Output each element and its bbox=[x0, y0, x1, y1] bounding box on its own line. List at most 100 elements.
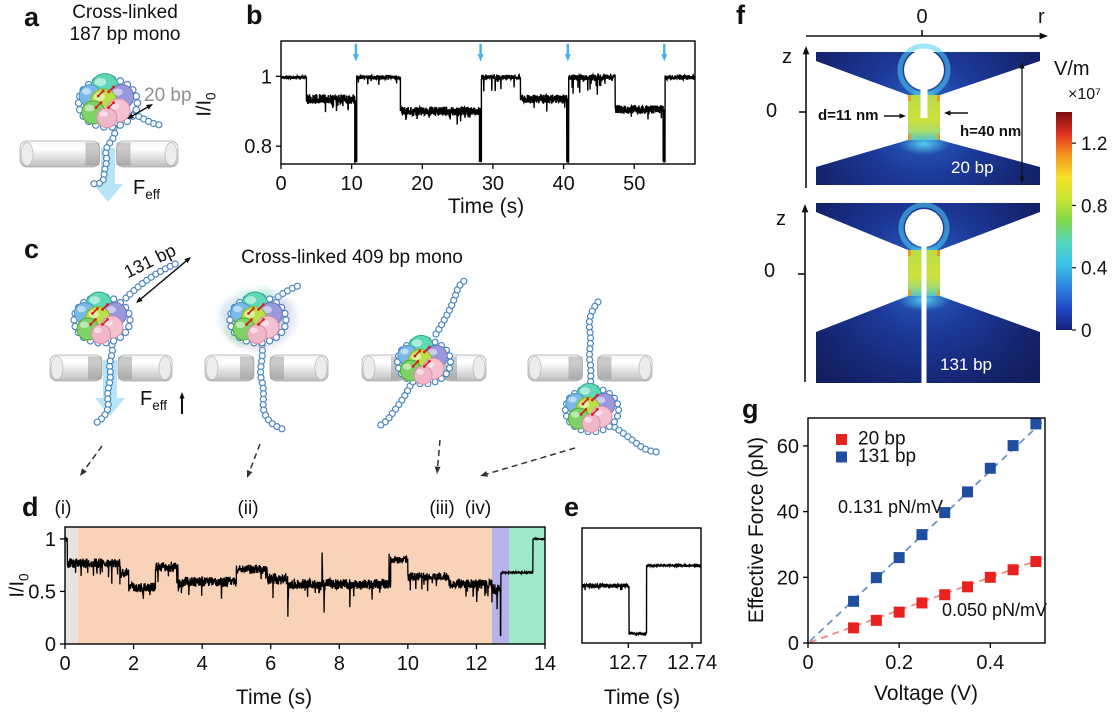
panel-g-slope-annotation-131bp: 0.131 pN/mV bbox=[838, 497, 944, 517]
panel-g-ylabel: Effective Force (pN) bbox=[745, 436, 768, 624]
colorbar-title: V/m bbox=[1054, 58, 1090, 80]
panel-a-title-line2: 187 bp mono bbox=[69, 24, 181, 45]
ylabel-subscript: 0 bbox=[16, 573, 32, 581]
nucleosome bbox=[218, 288, 298, 352]
force-symbol: F bbox=[133, 177, 146, 199]
svg-text:0: 0 bbox=[1081, 321, 1092, 342]
svg-text:0: 0 bbox=[275, 173, 286, 195]
panel-d-ylabel: I/I0 bbox=[7, 556, 32, 616]
svg-text:8: 8 bbox=[334, 653, 345, 675]
panel-f-colorbar: 0 0.4 0.8 1.2 bbox=[1056, 112, 1108, 342]
panel-a-bp-label: 20 bp bbox=[144, 85, 192, 106]
panel-b-label: b bbox=[246, 0, 263, 30]
svg-text:20: 20 bbox=[411, 173, 433, 195]
svg-text:1.2: 1.2 bbox=[1081, 134, 1107, 155]
panel-d-region-label-i: (i) bbox=[54, 498, 72, 519]
svg-text:0: 0 bbox=[802, 652, 813, 674]
svg-text:6: 6 bbox=[265, 653, 276, 675]
panel-f-sim-bottom-label: 131 bp bbox=[940, 355, 992, 374]
svg-text:4: 4 bbox=[197, 653, 208, 675]
svg-text:12.7: 12.7 bbox=[609, 652, 648, 674]
svg-text:131 bp: 131 bp bbox=[858, 446, 916, 467]
panel-f-r-axis-label: r bbox=[1038, 6, 1045, 28]
svg-text:12.74: 12.74 bbox=[667, 652, 717, 674]
panel-f-z-zero-top: 0 bbox=[766, 100, 778, 122]
panel-a-illustration bbox=[19, 73, 179, 202]
ylabel-subscript: 0 bbox=[203, 92, 219, 100]
panel-f-z-zero-bottom: 0 bbox=[764, 260, 776, 282]
nucleosome bbox=[561, 382, 623, 436]
panel-g-slope-annotation-20bp: 0.050 pN/mV bbox=[942, 600, 1048, 620]
panel-f-z-axis-label-bottom: z bbox=[776, 208, 786, 230]
panel-a-title-line1: Cross-linked bbox=[72, 2, 178, 23]
membrane bbox=[19, 140, 179, 168]
panel-e-label: e bbox=[564, 492, 580, 522]
svg-text:40: 40 bbox=[777, 502, 799, 524]
panel-g-xlabel: Voltage (V) bbox=[874, 682, 978, 705]
svg-text:0: 0 bbox=[788, 633, 799, 655]
svg-text:20: 20 bbox=[777, 567, 799, 589]
svg-text:0.4: 0.4 bbox=[976, 652, 1004, 674]
panel-d-xlabel: Time (s) bbox=[235, 686, 313, 709]
panel-d-chart: 0 2 4 6 8 10 12 14 0 0.5 1 bbox=[28, 526, 556, 675]
svg-text:0.8: 0.8 bbox=[1081, 196, 1107, 217]
force-subscript: eff bbox=[152, 398, 168, 413]
panel-b-xlabel: Time (s) bbox=[447, 195, 525, 218]
svg-text:0.2: 0.2 bbox=[885, 652, 913, 674]
svg-text:60: 60 bbox=[777, 436, 799, 458]
panel-e-chart: 12.7 12.74 bbox=[581, 527, 717, 674]
svg-text:0.5: 0.5 bbox=[28, 581, 56, 603]
panel-c-title: Cross-linked 409 bp mono bbox=[241, 247, 463, 268]
panel-c-illustration bbox=[49, 257, 660, 478]
svg-text:0.8: 0.8 bbox=[244, 136, 272, 158]
panel-e-xlabel: Time (s) bbox=[603, 686, 681, 709]
panel-f-pore-diameter-label: d=11 nm bbox=[818, 107, 879, 124]
panel-f-pore-height-label: h=40 nm bbox=[960, 123, 1022, 140]
svg-text:2: 2 bbox=[128, 653, 139, 675]
panel-f-sim-bottom bbox=[816, 202, 1040, 383]
nucleosome bbox=[393, 334, 455, 388]
svg-text:40: 40 bbox=[552, 173, 574, 195]
panel-d-region-label-iii: (iii) bbox=[429, 498, 455, 519]
membrane bbox=[527, 354, 653, 382]
svg-text:1: 1 bbox=[261, 66, 272, 88]
svg-text:12: 12 bbox=[465, 653, 487, 675]
panel-a-label: a bbox=[24, 2, 40, 32]
membrane bbox=[204, 354, 329, 382]
svg-text:0.4: 0.4 bbox=[1081, 259, 1108, 280]
svg-text:14: 14 bbox=[534, 653, 556, 675]
panel-d-label: d bbox=[22, 492, 39, 522]
panel-f-axes bbox=[798, 30, 1048, 382]
panel-f-label: f bbox=[736, 0, 745, 30]
force-symbol: F bbox=[140, 388, 153, 410]
panel-f-r-zero: 0 bbox=[916, 6, 928, 28]
nucleosome bbox=[74, 73, 142, 131]
svg-text:30: 30 bbox=[482, 173, 504, 195]
nucleosome bbox=[70, 291, 134, 347]
membrane bbox=[49, 354, 173, 382]
force-subscript: eff bbox=[145, 187, 161, 202]
svg-text:1: 1 bbox=[45, 529, 56, 551]
panel-d-region-label-iv: (iv) bbox=[464, 498, 492, 519]
svg-text:0: 0 bbox=[59, 653, 70, 675]
panel-a-force-label: Feff bbox=[133, 177, 160, 202]
colorbar-multiplier: ×10⁷ bbox=[1068, 86, 1101, 103]
panel-c-force-label: Feff bbox=[140, 388, 167, 413]
svg-text:0: 0 bbox=[45, 634, 56, 656]
ylabel-text: I/I bbox=[6, 580, 29, 598]
panel-f-sim-top-label: 20 bp bbox=[951, 158, 994, 177]
panel-f-z-axis-label-top: z bbox=[782, 46, 792, 68]
panel-b-chart: 0 10 20 30 40 50 1 0.8 bbox=[244, 40, 696, 195]
svg-text:10: 10 bbox=[397, 653, 419, 675]
panel-d-region-label-ii: (ii) bbox=[237, 498, 259, 519]
svg-text:10: 10 bbox=[341, 173, 363, 195]
ylabel-text: I/I bbox=[193, 99, 216, 117]
panel-g-label: g bbox=[742, 394, 759, 424]
panel-f-sim-top bbox=[816, 43, 1040, 185]
svg-text:20 bp: 20 bp bbox=[858, 429, 906, 450]
svg-text:50: 50 bbox=[623, 173, 645, 195]
